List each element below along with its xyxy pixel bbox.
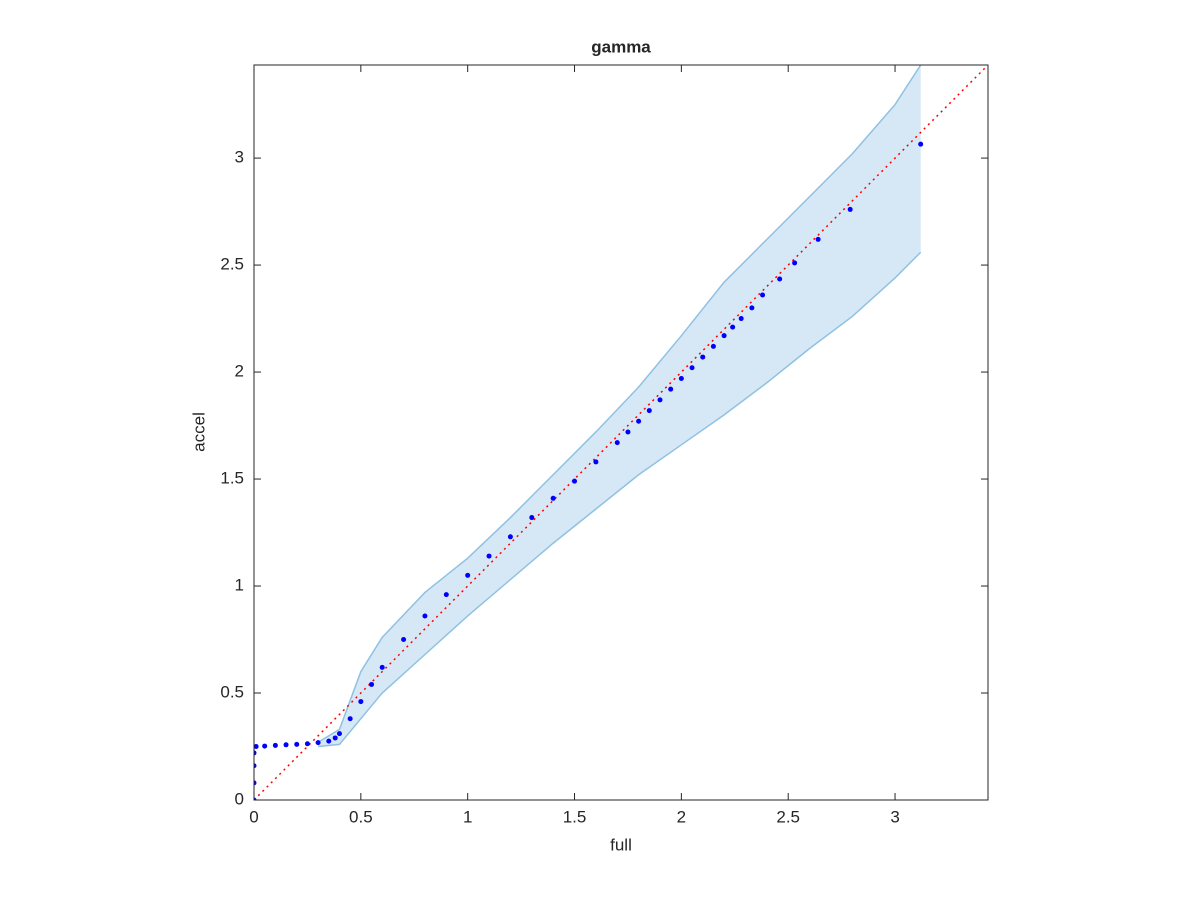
point xyxy=(422,613,428,619)
x-tick-label: 2 xyxy=(677,807,686,826)
point xyxy=(668,386,674,392)
band-upper xyxy=(317,65,922,743)
x-tick-label: 1.5 xyxy=(563,807,587,826)
chart-title: gamma xyxy=(591,37,651,56)
point xyxy=(760,292,766,298)
point xyxy=(614,440,620,446)
point xyxy=(272,742,278,748)
point xyxy=(369,681,375,687)
point xyxy=(283,742,289,748)
y-axis-label: accel xyxy=(189,412,208,452)
point xyxy=(847,206,853,212)
point xyxy=(749,305,755,311)
point xyxy=(294,741,300,747)
point xyxy=(657,397,663,403)
point xyxy=(379,664,385,670)
point xyxy=(625,429,631,435)
point xyxy=(254,750,257,756)
axes-box xyxy=(253,64,989,801)
y-tick-label: 0 xyxy=(235,789,244,808)
point xyxy=(636,418,642,424)
point xyxy=(646,408,652,414)
x-tick-label: 0.5 xyxy=(349,807,373,826)
x-tick-label: 1 xyxy=(463,807,472,826)
point xyxy=(777,276,783,282)
point xyxy=(254,744,259,750)
point xyxy=(721,333,727,339)
point xyxy=(254,763,257,769)
plot-area xyxy=(254,65,988,800)
point xyxy=(507,534,513,540)
point xyxy=(730,324,736,330)
point xyxy=(550,495,556,501)
point xyxy=(792,260,798,266)
x-tick-label: 0 xyxy=(249,807,258,826)
band-lower xyxy=(318,251,922,748)
point xyxy=(358,699,364,705)
point xyxy=(678,375,684,381)
point xyxy=(815,236,821,242)
x-tick-label: 3 xyxy=(890,807,899,826)
point xyxy=(700,354,706,360)
point xyxy=(572,478,578,484)
point xyxy=(443,592,449,598)
y-tick-label: 2 xyxy=(235,362,244,381)
point xyxy=(738,316,744,322)
y-tick-label: 0.5 xyxy=(220,682,244,701)
point xyxy=(254,780,257,786)
point xyxy=(304,741,310,747)
x-tick-label: 2.5 xyxy=(776,807,800,826)
y-tick-label: 3 xyxy=(235,148,244,167)
y-tick-label: 2.5 xyxy=(220,255,244,274)
point xyxy=(593,459,599,465)
point xyxy=(918,141,924,147)
point xyxy=(332,735,338,741)
point xyxy=(401,637,407,643)
point xyxy=(347,716,353,722)
point xyxy=(689,365,695,371)
point xyxy=(486,553,492,559)
point xyxy=(315,740,321,746)
point xyxy=(336,731,342,737)
point xyxy=(529,515,535,521)
x-axis-label: full xyxy=(610,835,632,854)
point xyxy=(326,738,332,744)
point xyxy=(710,343,716,349)
point xyxy=(254,797,257,800)
confidence-band xyxy=(318,65,921,747)
point xyxy=(262,743,268,749)
y-tick-label: 1 xyxy=(235,576,244,595)
reference-line xyxy=(254,65,988,800)
point xyxy=(465,572,471,578)
y-tick-label: 1.5 xyxy=(220,469,244,488)
